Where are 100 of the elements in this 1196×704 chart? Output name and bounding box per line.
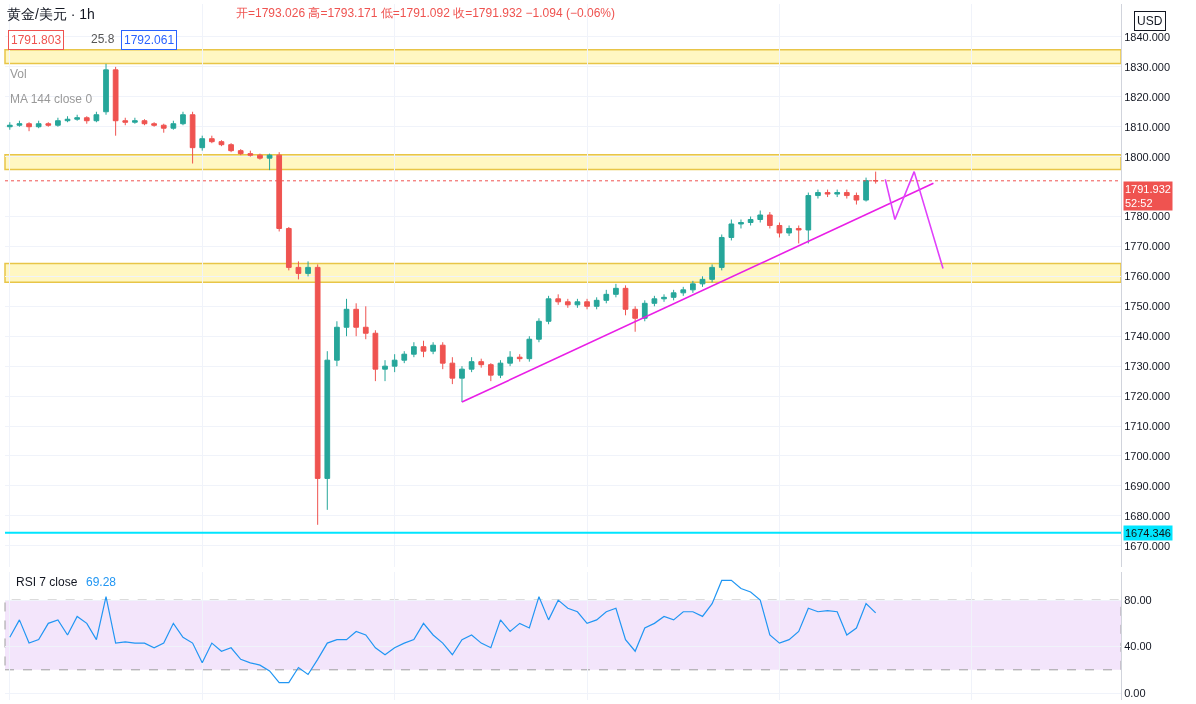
- candlestick: [651, 295, 658, 307]
- candlestick: [709, 263, 715, 283]
- y-tick-label: 1780.000: [1124, 210, 1171, 223]
- candlestick: [478, 358, 485, 369]
- y-tick-label: 1730.000: [1124, 360, 1171, 373]
- candlestick: [641, 299, 648, 322]
- candlestick: [843, 189, 850, 200]
- candlestick: [815, 189, 821, 200]
- y-tick-label: 1710.000: [1124, 419, 1171, 432]
- candlestick: [584, 298, 590, 310]
- ref-line-label: 1791.932 52:52: [1125, 183, 1171, 210]
- text: USD: [1137, 14, 1163, 28]
- candlestick: [74, 114, 81, 122]
- annotation: MA 144 close 0: [10, 92, 93, 106]
- candlestick: [55, 117, 61, 128]
- candlestick: [795, 224, 802, 244]
- annotation: 25.8: [91, 32, 115, 46]
- candlestick: [411, 341, 417, 358]
- candlestick: [603, 289, 610, 304]
- candlestick: [237, 148, 244, 156]
- candlestick: [545, 295, 552, 325]
- candlestick: [690, 280, 696, 294]
- candlestick: [257, 153, 263, 161]
- candlestick: [853, 192, 860, 206]
- candlestick: [670, 289, 677, 301]
- candlestick: [266, 153, 273, 171]
- candlestick: [189, 111, 196, 165]
- candlestick: [526, 335, 533, 363]
- candlestick: [738, 219, 744, 229]
- line-series: [9, 579, 877, 684]
- candlestick: [766, 211, 773, 229]
- candlestick: [35, 120, 42, 129]
- candlestick: [180, 111, 186, 126]
- candlestick: [507, 350, 513, 367]
- chart-title: 黄金/美元 · 1h: [7, 6, 95, 22]
- y-tick-label: 1820.000: [1124, 90, 1171, 103]
- candlestick: [160, 124, 167, 134]
- candlestick: [26, 123, 32, 132]
- candlestick: [132, 117, 138, 125]
- y-tick-label: 1700.000: [1124, 449, 1171, 462]
- candlestick: [170, 120, 177, 131]
- candlestick: [680, 286, 687, 297]
- candlestick: [747, 216, 754, 226]
- candlestick: [391, 353, 398, 373]
- ref-line-label: 1674.346: [1125, 527, 1171, 539]
- y-tick-label: 1770.000: [1124, 240, 1171, 253]
- y-tick-label: 1670.000: [1124, 539, 1171, 552]
- candlestick: [141, 118, 148, 126]
- candlestick: [334, 320, 340, 367]
- annotation: 1791.803: [11, 33, 62, 47]
- candlestick: [516, 353, 523, 363]
- y-tick-label: 1720.000: [1124, 389, 1171, 402]
- candlestick: [468, 356, 475, 373]
- chart-subtitle: 开=1793.026 高=1793.171 低=1791.092 收=1791.932 −1.094 (−0.06%): [236, 6, 615, 20]
- candlestick: [555, 293, 562, 306]
- candlestick: [382, 359, 388, 382]
- candlestick: [613, 283, 619, 298]
- candlestick: [285, 226, 292, 271]
- candlestick: [228, 142, 234, 153]
- candlestick: [536, 317, 542, 343]
- y-tick-label: 80.00: [1124, 593, 1152, 606]
- candlestick: [45, 121, 52, 128]
- y-tick-label: 1760.000: [1124, 270, 1171, 283]
- candlestick: [420, 340, 427, 358]
- candlestick: [372, 329, 379, 382]
- candlestick: [353, 302, 360, 337]
- candlestick: [439, 341, 446, 370]
- candlestick: [314, 263, 321, 526]
- candlestick: [6, 121, 13, 131]
- candlestick: [295, 260, 302, 280]
- candlestick: [661, 293, 667, 303]
- candlestick: [93, 111, 100, 123]
- candlestick: [324, 350, 331, 511]
- candlestick: [622, 284, 629, 316]
- candlestick: [487, 362, 494, 382]
- annotation: 69.28: [86, 575, 117, 589]
- candlestick: [343, 298, 350, 337]
- candlestick: [208, 135, 215, 144]
- annotation: 1792.061: [124, 33, 175, 47]
- y-tick-label: 1740.000: [1124, 330, 1171, 343]
- candlestick: [786, 224, 792, 237]
- candlestick: [834, 189, 841, 198]
- y-tick-label: 1680.000: [1124, 509, 1171, 522]
- candlestick: [449, 356, 456, 385]
- candlestick: [103, 63, 109, 116]
- candlestick: [16, 120, 23, 128]
- candlestick: [632, 305, 639, 333]
- y-tick-label: 1750.000: [1124, 300, 1171, 313]
- line-series: [884, 170, 944, 270]
- candlestick: [430, 341, 436, 355]
- candlestick: [112, 66, 119, 137]
- candlestick: [151, 121, 157, 128]
- candlestick: [362, 305, 369, 340]
- candlestick: [199, 135, 206, 152]
- candlestick: [824, 189, 831, 198]
- candlestick: [564, 298, 571, 309]
- y-tick-label: 1840.000: [1124, 30, 1171, 43]
- candlestick: [401, 350, 408, 364]
- candlestick: [497, 359, 504, 379]
- candlestick: [805, 192, 812, 244]
